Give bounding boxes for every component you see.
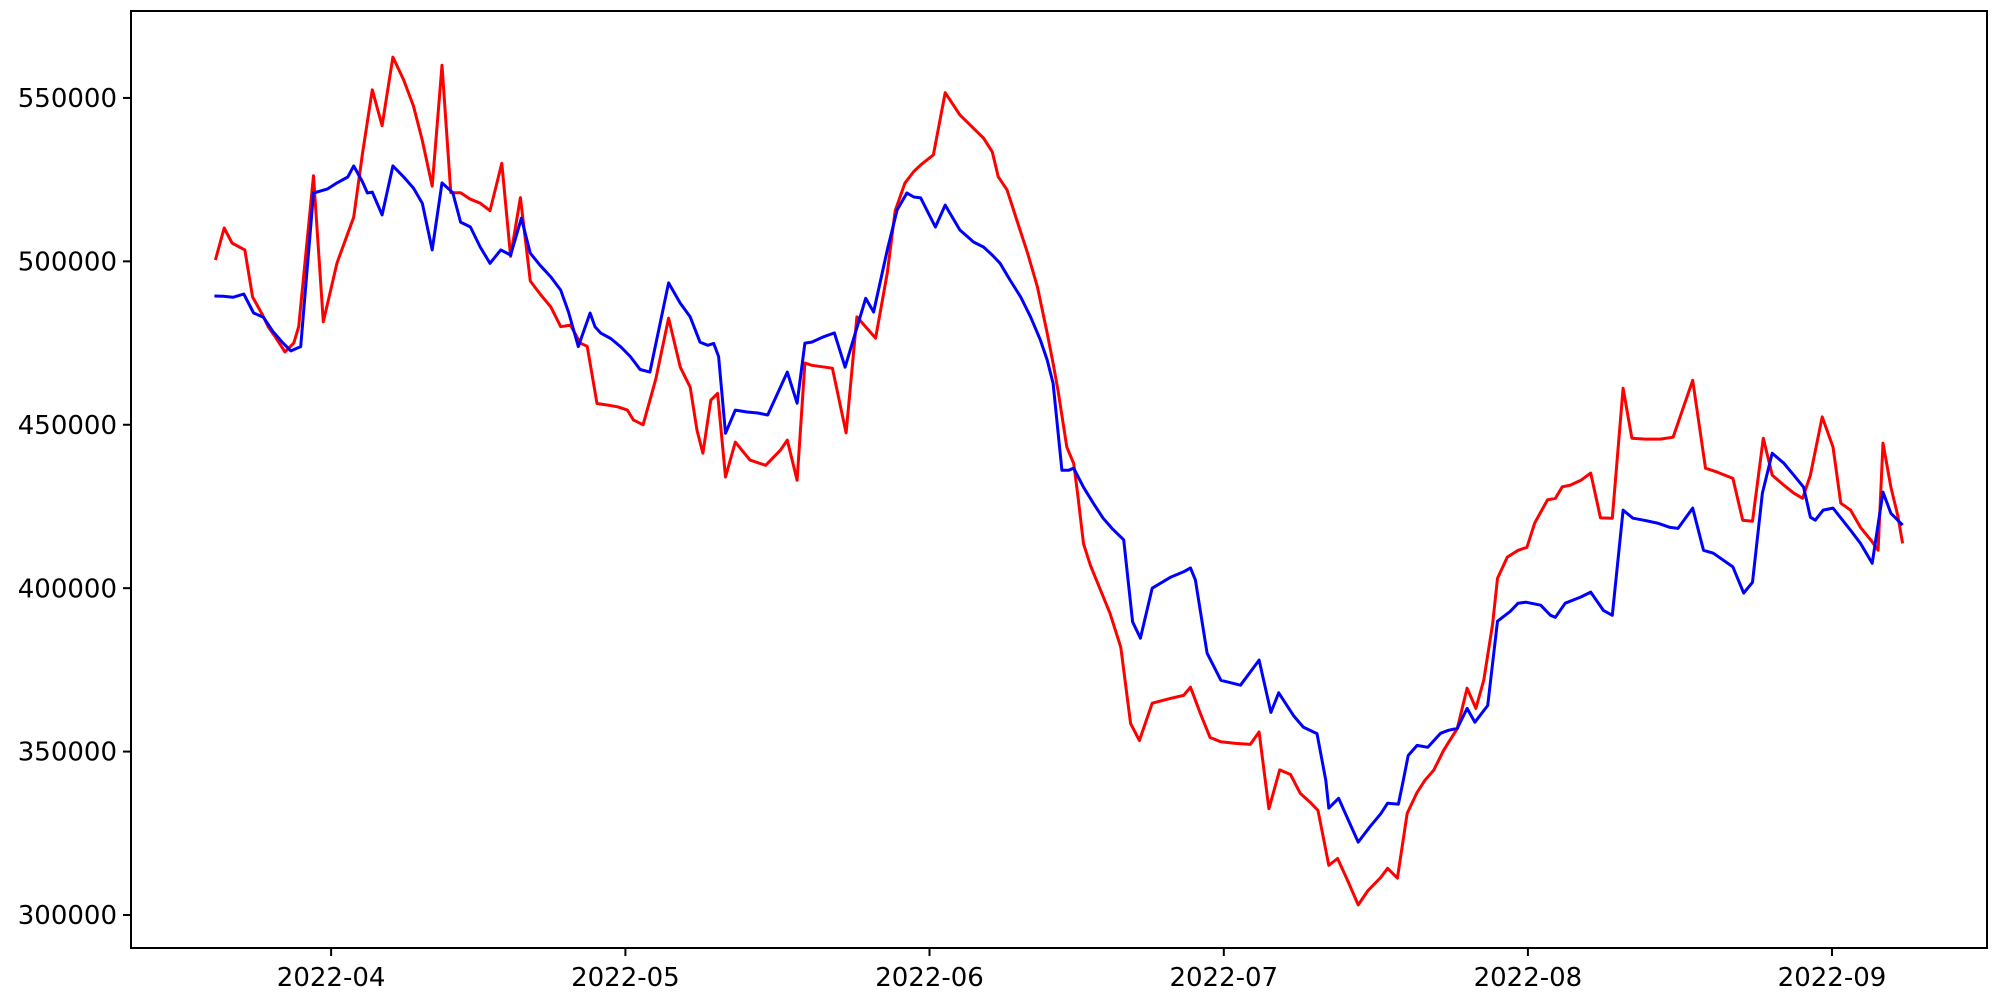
series-red-line — [213, 55, 1905, 907]
y-tick-label: 500000 — [18, 247, 117, 277]
x-tick-label: 2022-06 — [875, 963, 984, 993]
y-tick-label: 350000 — [18, 738, 117, 768]
plot-border — [130, 10, 1988, 949]
x-tick-label: 2022-07 — [1169, 963, 1278, 993]
x-tick-label: 2022-09 — [1778, 963, 1887, 993]
y-tick-label: 550000 — [18, 84, 117, 114]
y-tick-label: 450000 — [18, 411, 117, 441]
series-blue-line — [214, 164, 1904, 844]
y-tick-label: 400000 — [18, 574, 117, 604]
x-tick-label: 2022-05 — [571, 963, 680, 993]
x-tick-label: 2022-08 — [1474, 963, 1583, 993]
y-tick-label: 300000 — [18, 901, 117, 931]
x-tick-label: 2022-04 — [277, 963, 386, 993]
